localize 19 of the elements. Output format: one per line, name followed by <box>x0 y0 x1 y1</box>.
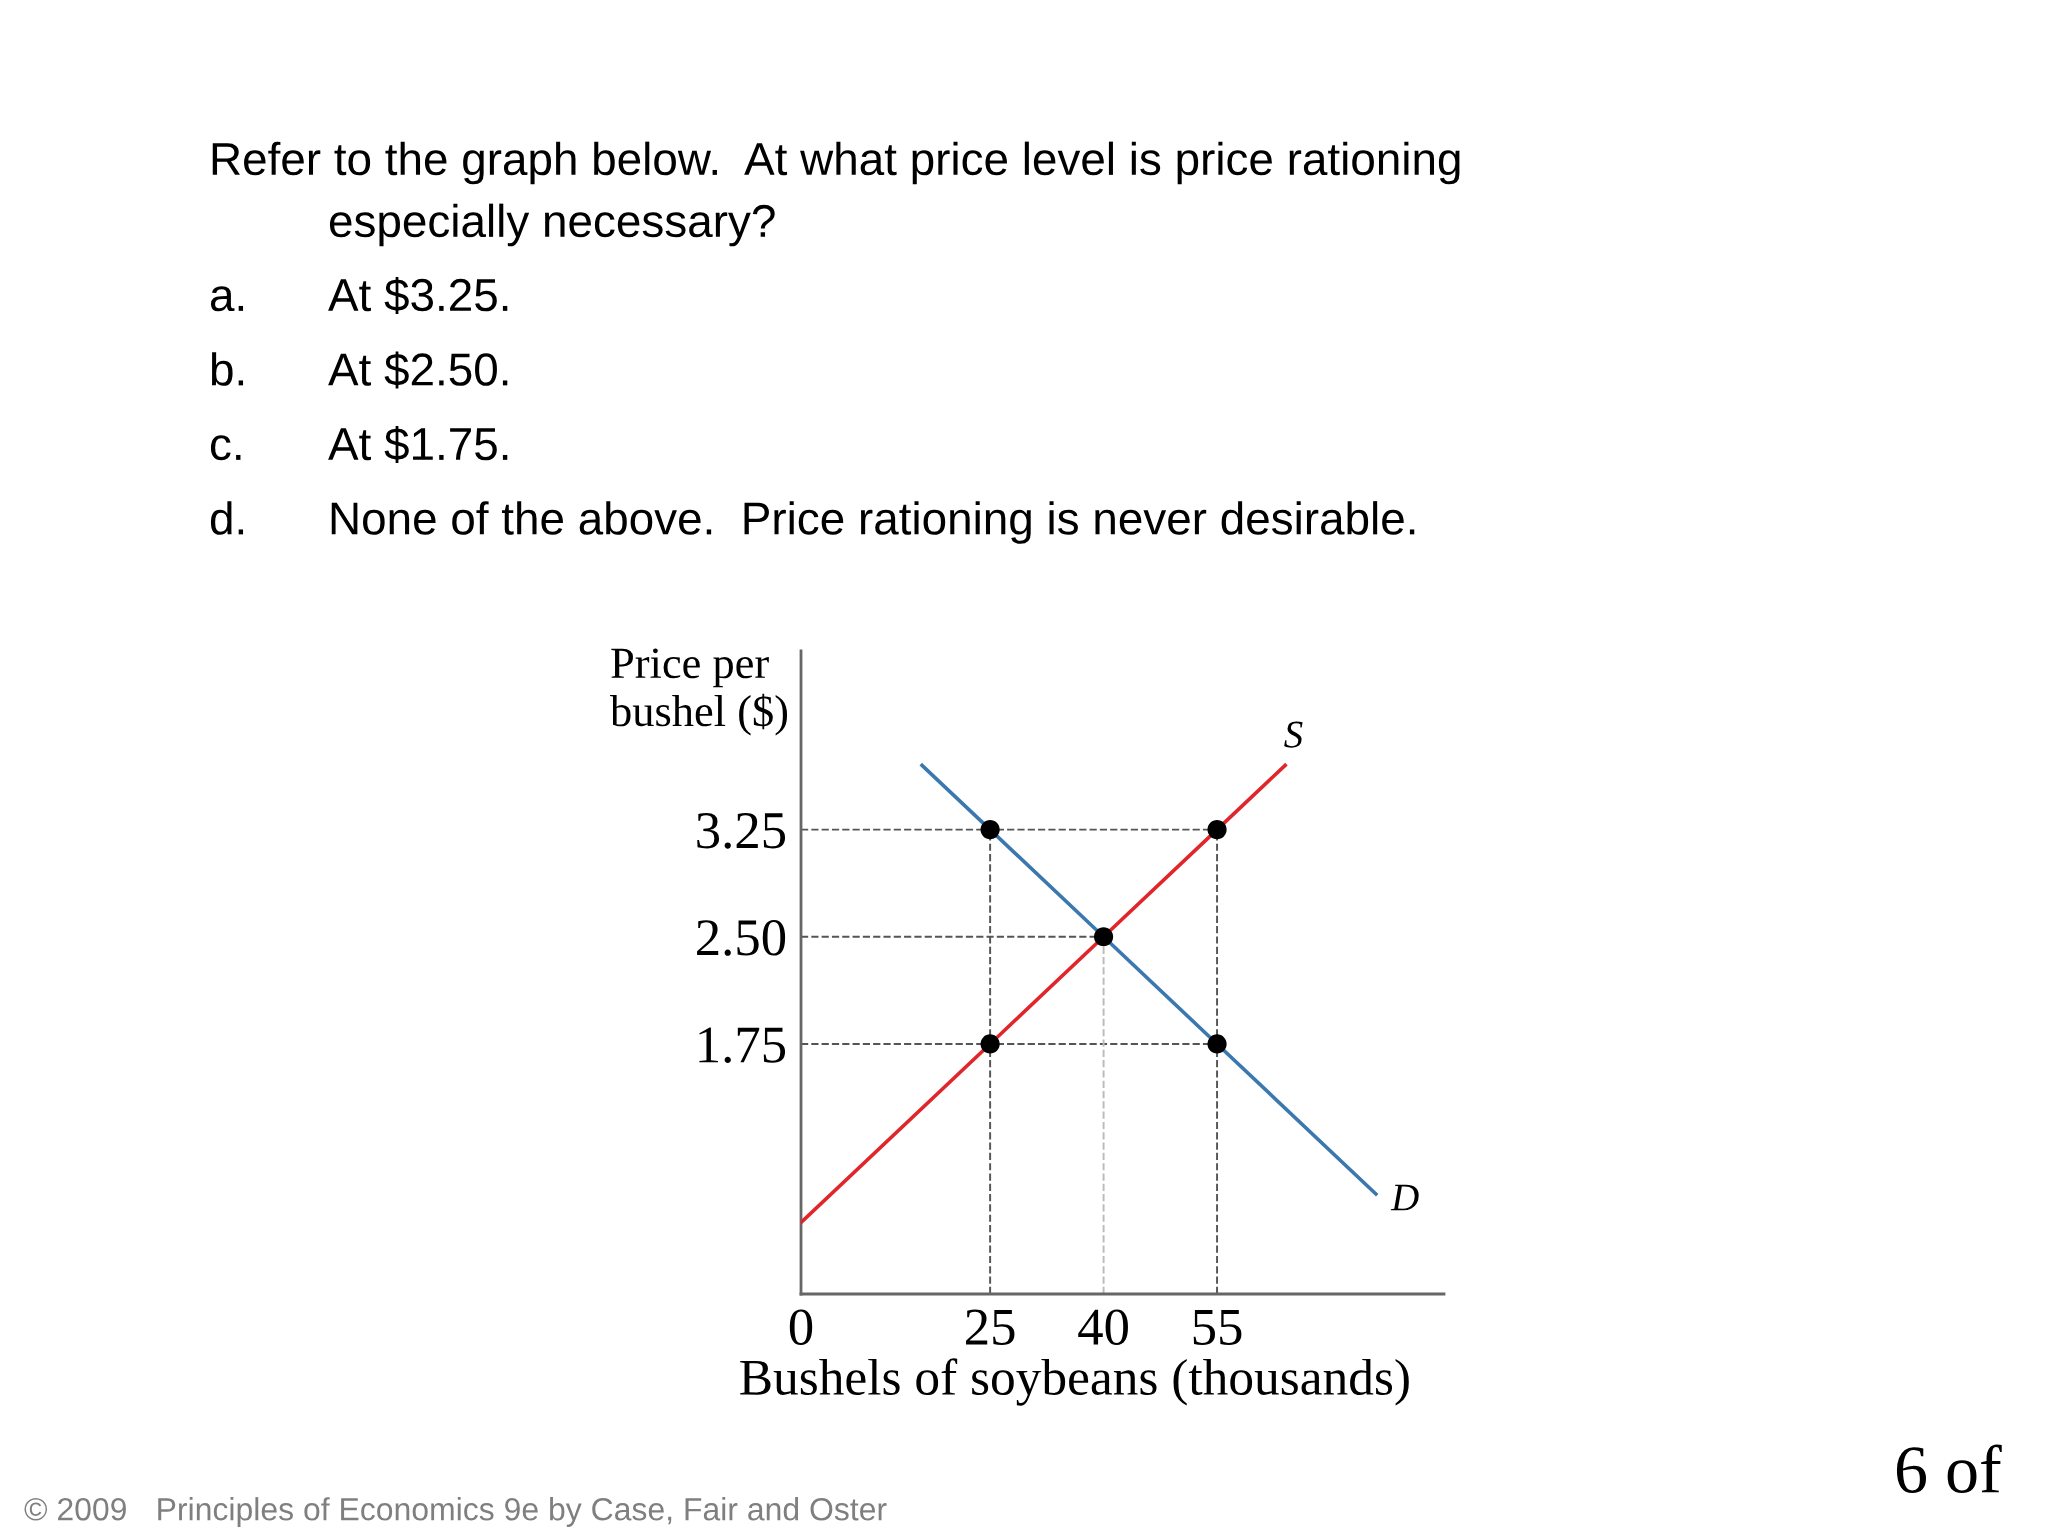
text: Principles of Economics 9e by Case, Fair and Oster <box>158 1497 887 1527</box>
x-tick-label: 55 <box>1193 1309 1242 1346</box>
y-tick-label: 1.75 <box>699 1027 786 1064</box>
text: © 2009 <box>24 1497 126 1521</box>
text: a. At $3.25. <box>210 276 508 315</box>
text: c. At $1.75. <box>210 425 508 464</box>
x-tick-label: 40 <box>1078 1309 1128 1346</box>
series-label: S <box>1284 721 1303 748</box>
text: d. None of the above. Price rationing is never desirable. <box>210 501 1415 544</box>
y-axis-title: Price per bushel ($) <box>610 648 788 736</box>
text: b. At $2.50. <box>211 351 508 389</box>
series-label: D <box>1390 1184 1419 1211</box>
text: 6 of <box>1896 1444 2002 1494</box>
x-tick-label: 0 <box>789 1309 813 1346</box>
y-tick-label: 2.50 <box>697 919 786 956</box>
x-axis-title: Bushels of soybeans (thousands) <box>740 1358 1409 1406</box>
x-tick-label: 25 <box>966 1309 1015 1346</box>
y-tick-label: 3.25 <box>697 812 786 849</box>
chart-title: Refer to the graph below. At what price level is price rationing especially necessary? <box>212 141 1460 247</box>
